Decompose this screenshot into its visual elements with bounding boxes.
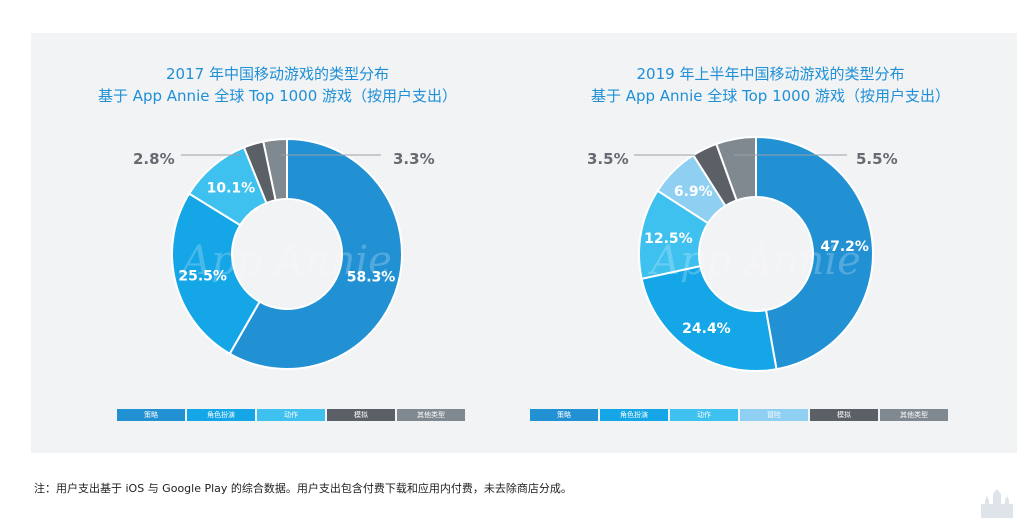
legend-item: 动作 — [257, 409, 325, 421]
slice-value-label: 10.1% — [207, 180, 256, 196]
slice-value-label: 25.5% — [178, 268, 227, 284]
donut-hole — [233, 200, 341, 308]
donut-slice — [715, 135, 757, 202]
legend-item: 其他类型 — [880, 409, 948, 421]
castle-logo-icon — [981, 489, 1013, 518]
donut-slice — [262, 137, 288, 202]
chart-title: 2019 年上半年中国移动游戏的类型分布 — [636, 65, 905, 83]
legend-item: 模拟 — [327, 409, 395, 421]
legend-item: 其他类型 — [397, 409, 465, 421]
slice-value-label: 12.5% — [644, 231, 693, 247]
chart-title: 2017 年中国移动游戏的类型分布 — [166, 65, 389, 83]
slice-value-label: 24.4% — [682, 321, 731, 337]
chart-panel: 2017 年中国移动游戏的类型分布 基于 App Annie 全球 Top 10… — [31, 33, 1017, 453]
legend-item: 策略 — [117, 409, 185, 421]
watermark-text: App Annie — [178, 238, 392, 284]
slice-value-label: 3.5% — [587, 150, 629, 168]
legend-item: 策略 — [530, 409, 598, 421]
slice-value-label: 58.3% — [347, 269, 396, 285]
slice-value-label: 2.8% — [133, 150, 175, 168]
legend-item: 冒险 — [740, 409, 808, 421]
slice-value-label: 47.2% — [820, 239, 869, 255]
footnote: 注：用户支出基于 iOS 与 Google Play 的综合数据。用户支出包含付… — [34, 482, 572, 495]
legend-item: 动作 — [670, 409, 738, 421]
donut-slice — [640, 264, 778, 372]
chart-subtitle: 基于 App Annie 全球 Top 1000 游戏（按用户支出） — [590, 87, 951, 105]
chart-legend: 策略 角色扮演 动作 模拟 其他类型 — [117, 409, 465, 421]
donut-chart-2017: 2017 年中国移动游戏的类型分布 基于 App Annie 全球 Top 10… — [31, 33, 524, 453]
legend-item: 角色扮演 — [187, 409, 255, 421]
slice-value-label: 6.9% — [674, 184, 713, 200]
slice-value-label: 5.5% — [856, 150, 898, 168]
donut-slice — [171, 192, 261, 356]
donut-chart-2019h1: 2019 年上半年中国移动游戏的类型分布 基于 App Annie 全球 Top… — [524, 33, 1017, 453]
slice-value-label: 3.3% — [393, 150, 435, 168]
watermark-text: App Annie — [647, 238, 861, 284]
donut-hole — [700, 198, 812, 310]
donut-slice — [228, 137, 403, 370]
chart-legend: 策略 角色扮演 动作 冒险 模拟 其他类型 — [530, 409, 948, 421]
legend-item: 角色扮演 — [600, 409, 668, 421]
chart-subtitle: 基于 App Annie 全球 Top 1000 游戏（按用户支出） — [97, 87, 458, 105]
donut-slice — [755, 135, 874, 371]
legend-item: 模拟 — [810, 409, 878, 421]
